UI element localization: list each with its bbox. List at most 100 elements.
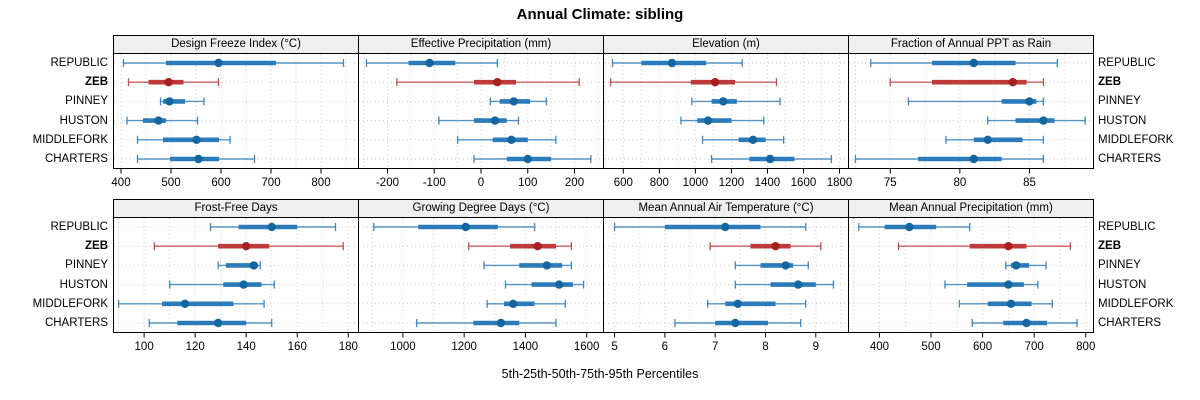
axis-tick-label: 600 bbox=[211, 177, 230, 189]
panel-strip-title: Mean Annual Air Temperature (°C) bbox=[603, 199, 849, 218]
series-republic bbox=[613, 222, 807, 232]
site-label-right-middlefork: MIDDLEFORK bbox=[1098, 133, 1174, 146]
axis-tick-label: 8 bbox=[762, 341, 768, 353]
median-dot bbox=[213, 318, 223, 328]
panel-plot: 1000 1200 1400 1600 bbox=[358, 217, 604, 353]
series-pinney bbox=[734, 261, 809, 270]
site-label-left-middlefork: MIDDLEFORK bbox=[32, 133, 108, 146]
axis-tick-label: 400 bbox=[111, 177, 130, 189]
median-dot bbox=[214, 58, 223, 68]
median-dot bbox=[1004, 242, 1013, 251]
site-label-right-middlefork: MIDDLEFORK bbox=[1098, 297, 1174, 310]
series-middlefork bbox=[958, 299, 1053, 308]
series-charters bbox=[473, 154, 592, 164]
median-dot bbox=[781, 261, 790, 270]
panel-strip-title: Frost-Free Days bbox=[113, 199, 359, 218]
axis-tick-label: 800 bbox=[650, 177, 669, 189]
series-charters bbox=[971, 318, 1078, 328]
series-charters bbox=[148, 318, 273, 328]
series-zeb bbox=[889, 78, 1045, 87]
median-dot bbox=[267, 222, 276, 232]
axis-tick-label: 400 bbox=[870, 341, 889, 353]
median-dot bbox=[667, 58, 677, 68]
axis-tick-label: 700 bbox=[261, 177, 280, 189]
median-dot bbox=[1039, 116, 1048, 125]
panel-border bbox=[358, 217, 604, 333]
median-dot bbox=[542, 261, 552, 270]
site-label-right-charters: CHARTERS bbox=[1098, 153, 1162, 165]
median-dot bbox=[192, 135, 201, 144]
median-dot bbox=[508, 299, 518, 308]
axis-tick-label: 0 bbox=[478, 177, 484, 189]
axis-tick-label: 1600 bbox=[574, 341, 600, 353]
site-label-left-zeb: ZEB bbox=[85, 76, 108, 89]
series-pinney bbox=[1005, 261, 1047, 270]
axis-tick-label: 120 bbox=[186, 341, 205, 353]
series-charters bbox=[710, 154, 833, 164]
series-huston bbox=[438, 116, 520, 125]
median-dot bbox=[703, 116, 713, 125]
site-label-right-pinney: PINNEY bbox=[1098, 259, 1141, 272]
series-republic bbox=[870, 58, 1058, 68]
series-pinney bbox=[483, 261, 572, 270]
site-label-left-huston: HUSTON bbox=[59, 278, 108, 291]
axis-tick-label: 1400 bbox=[755, 177, 781, 189]
series-middlefork bbox=[701, 135, 785, 144]
panel-plot: 75 80 85 bbox=[848, 53, 1094, 189]
axis-tick-label: 1000 bbox=[390, 341, 416, 353]
series-republic bbox=[611, 58, 743, 68]
series-charters bbox=[674, 318, 802, 328]
median-dot bbox=[533, 242, 542, 251]
site-label-left-pinney: PINNEY bbox=[65, 259, 108, 272]
axis-tick-label: 800 bbox=[1076, 341, 1095, 353]
site-label-right-charters: CHARTERS bbox=[1098, 317, 1162, 329]
series-middlefork bbox=[486, 299, 566, 308]
axis-tick-label: -200 bbox=[376, 177, 399, 189]
median-dot bbox=[765, 154, 775, 164]
series-zeb bbox=[468, 242, 572, 251]
series-zeb bbox=[709, 242, 822, 251]
median-dot bbox=[493, 78, 502, 87]
axis-tick-label: 75 bbox=[884, 177, 897, 189]
axis-tick-label: 700 bbox=[1025, 341, 1044, 353]
series-zeb bbox=[610, 78, 778, 87]
panel-border bbox=[848, 53, 1094, 169]
axis-tick-label: 1400 bbox=[513, 341, 539, 353]
median-dot bbox=[490, 116, 500, 125]
axis-tick-label: 1000 bbox=[683, 177, 709, 189]
axis-tick-label: 1600 bbox=[791, 177, 817, 189]
median-dot bbox=[164, 78, 173, 87]
panel-strip-title: Mean Annual Precipitation (mm) bbox=[848, 199, 1094, 218]
series-huston bbox=[504, 280, 585, 289]
median-dot bbox=[731, 318, 740, 328]
site-label-right-zeb: ZEB bbox=[1098, 76, 1121, 89]
median-dot bbox=[1004, 280, 1013, 289]
panel-strip-title: Elevation (m) bbox=[603, 35, 849, 54]
x-axis-caption: 5th-25th-50th-75th-95th Percentiles bbox=[501, 367, 699, 381]
median-dot bbox=[969, 58, 978, 68]
panel-strip-title: Design Freeze Index (°C) bbox=[113, 35, 359, 54]
panel-plot: 5 6 7 8 9 bbox=[603, 217, 849, 353]
median-dot bbox=[733, 299, 743, 308]
panel-border bbox=[603, 217, 849, 333]
series-huston bbox=[680, 116, 765, 125]
panel-plot: 400 500 600 700 800 bbox=[111, 53, 359, 189]
median-dot bbox=[983, 135, 992, 144]
series-middlefork bbox=[706, 299, 807, 308]
median-dot bbox=[721, 222, 730, 232]
axis-tick-label: 1200 bbox=[719, 177, 745, 189]
median-dot bbox=[771, 242, 780, 251]
axis-tick-label: 7 bbox=[712, 341, 718, 353]
site-label-right-republic: REPUBLIC bbox=[1098, 221, 1156, 233]
median-dot bbox=[425, 58, 434, 68]
panel-strip-title: Fraction of Annual PPT as Rain bbox=[848, 35, 1094, 54]
site-label-left-pinney: PINNEY bbox=[65, 95, 108, 108]
series-zeb bbox=[127, 78, 220, 87]
panel-border bbox=[113, 217, 359, 333]
median-dot bbox=[969, 154, 978, 164]
axis-tick-label: 800 bbox=[311, 177, 330, 189]
series-middlefork bbox=[117, 299, 265, 308]
median-dot bbox=[554, 280, 564, 289]
axis-tick-label: 180 bbox=[339, 341, 358, 353]
